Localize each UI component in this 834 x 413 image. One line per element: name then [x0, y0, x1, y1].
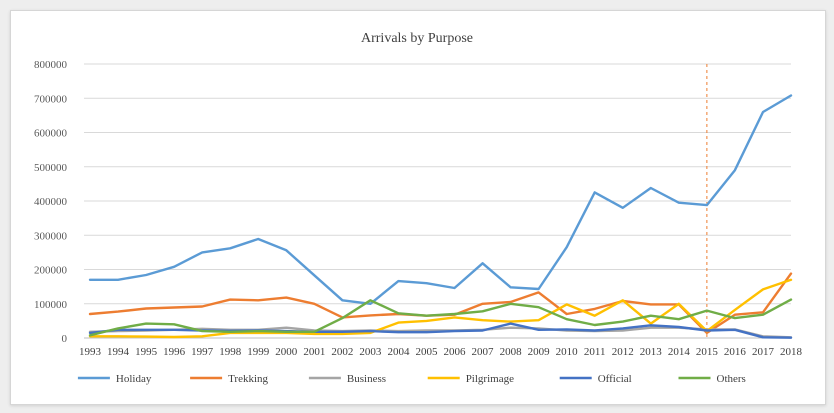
legend-item-business: Business [308, 373, 386, 385]
y-tick-label: 600000 [34, 128, 68, 140]
y-tick-label: 300000 [34, 230, 68, 242]
x-tick-label: 1999 [247, 346, 270, 358]
x-tick-label: 2018 [780, 346, 803, 358]
series-line-holiday [88, 94, 793, 305]
x-tick-label: 2003 [359, 346, 382, 358]
x-tick-label: 2013 [640, 346, 663, 358]
x-tick-label: 2008 [500, 346, 523, 358]
x-tick-label: 1998 [219, 346, 242, 358]
x-tick-label: 1996 [163, 346, 186, 358]
legend-label: Pilgrimage [466, 373, 514, 385]
y-tick-label: 200000 [34, 265, 68, 277]
x-tick-label: 2002 [331, 346, 353, 358]
x-tick-label: 1997 [191, 346, 214, 358]
chart-title: Arrivals by Purpose [361, 31, 473, 46]
legend-label: Official [598, 373, 632, 385]
x-tick-label: 1995 [135, 346, 158, 358]
x-tick-label: 2009 [528, 346, 551, 358]
x-tick-label: 2005 [415, 346, 438, 358]
series-line-others [88, 298, 793, 337]
legend-label: Business [347, 373, 386, 385]
gridlines [84, 63, 791, 339]
x-tick-label: 2006 [444, 346, 467, 358]
x-tick-label: 2010 [556, 346, 579, 358]
y-tick-label: 0 [62, 333, 68, 345]
y-tick-label: 100000 [34, 299, 68, 311]
x-tick-label: 2017 [752, 346, 775, 358]
y-tick-label: 500000 [34, 162, 68, 174]
line-chart: Arrivals by Purpose 0 100000 200000 300000 4… [34, 31, 803, 385]
x-tick-label: 2016 [724, 346, 747, 358]
x-tick-label: 2001 [303, 346, 325, 358]
x-tick-label: 2014 [668, 346, 691, 358]
y-tick-label: 400000 [34, 196, 68, 208]
legend-item-trekking: Trekking [190, 373, 269, 385]
y-tick-label: 700000 [34, 93, 68, 105]
legend-item-holiday: Holiday [77, 373, 152, 385]
y-tick-label: 800000 [34, 59, 68, 71]
series-lines [88, 94, 793, 339]
x-tick-label: 2012 [612, 346, 634, 358]
x-tick-label: 2004 [387, 346, 410, 358]
legend-item-pilgrimage: Pilgrimage [427, 373, 514, 385]
x-tick-label: 1994 [107, 346, 130, 358]
legend: Holiday Trekking Business Pilgrimage Officia… [77, 373, 746, 385]
legend-label: Trekking [228, 373, 268, 385]
chart-card: Arrivals by Purpose 0 100000 200000 300000 4… [10, 10, 826, 405]
legend-label: Holiday [116, 373, 152, 385]
x-tick-label: 2011 [584, 346, 606, 358]
x-tick-label: 2000 [275, 346, 298, 358]
legend-label: Others [717, 373, 746, 385]
legend-item-others: Others [678, 373, 746, 385]
series-line-pilgrimage [88, 278, 793, 339]
x-tick-label: 1993 [79, 346, 102, 358]
legend-item-official: Official [559, 373, 632, 385]
y-axis: 0 100000 200000 300000 400000 500000 600000 700… [34, 59, 68, 345]
x-axis: 1993 1994 1995 1996 1997 1998 1999 2000 2001 2002… [79, 346, 803, 358]
x-tick-label: 2007 [472, 346, 495, 358]
x-tick-label: 2015 [696, 346, 719, 358]
